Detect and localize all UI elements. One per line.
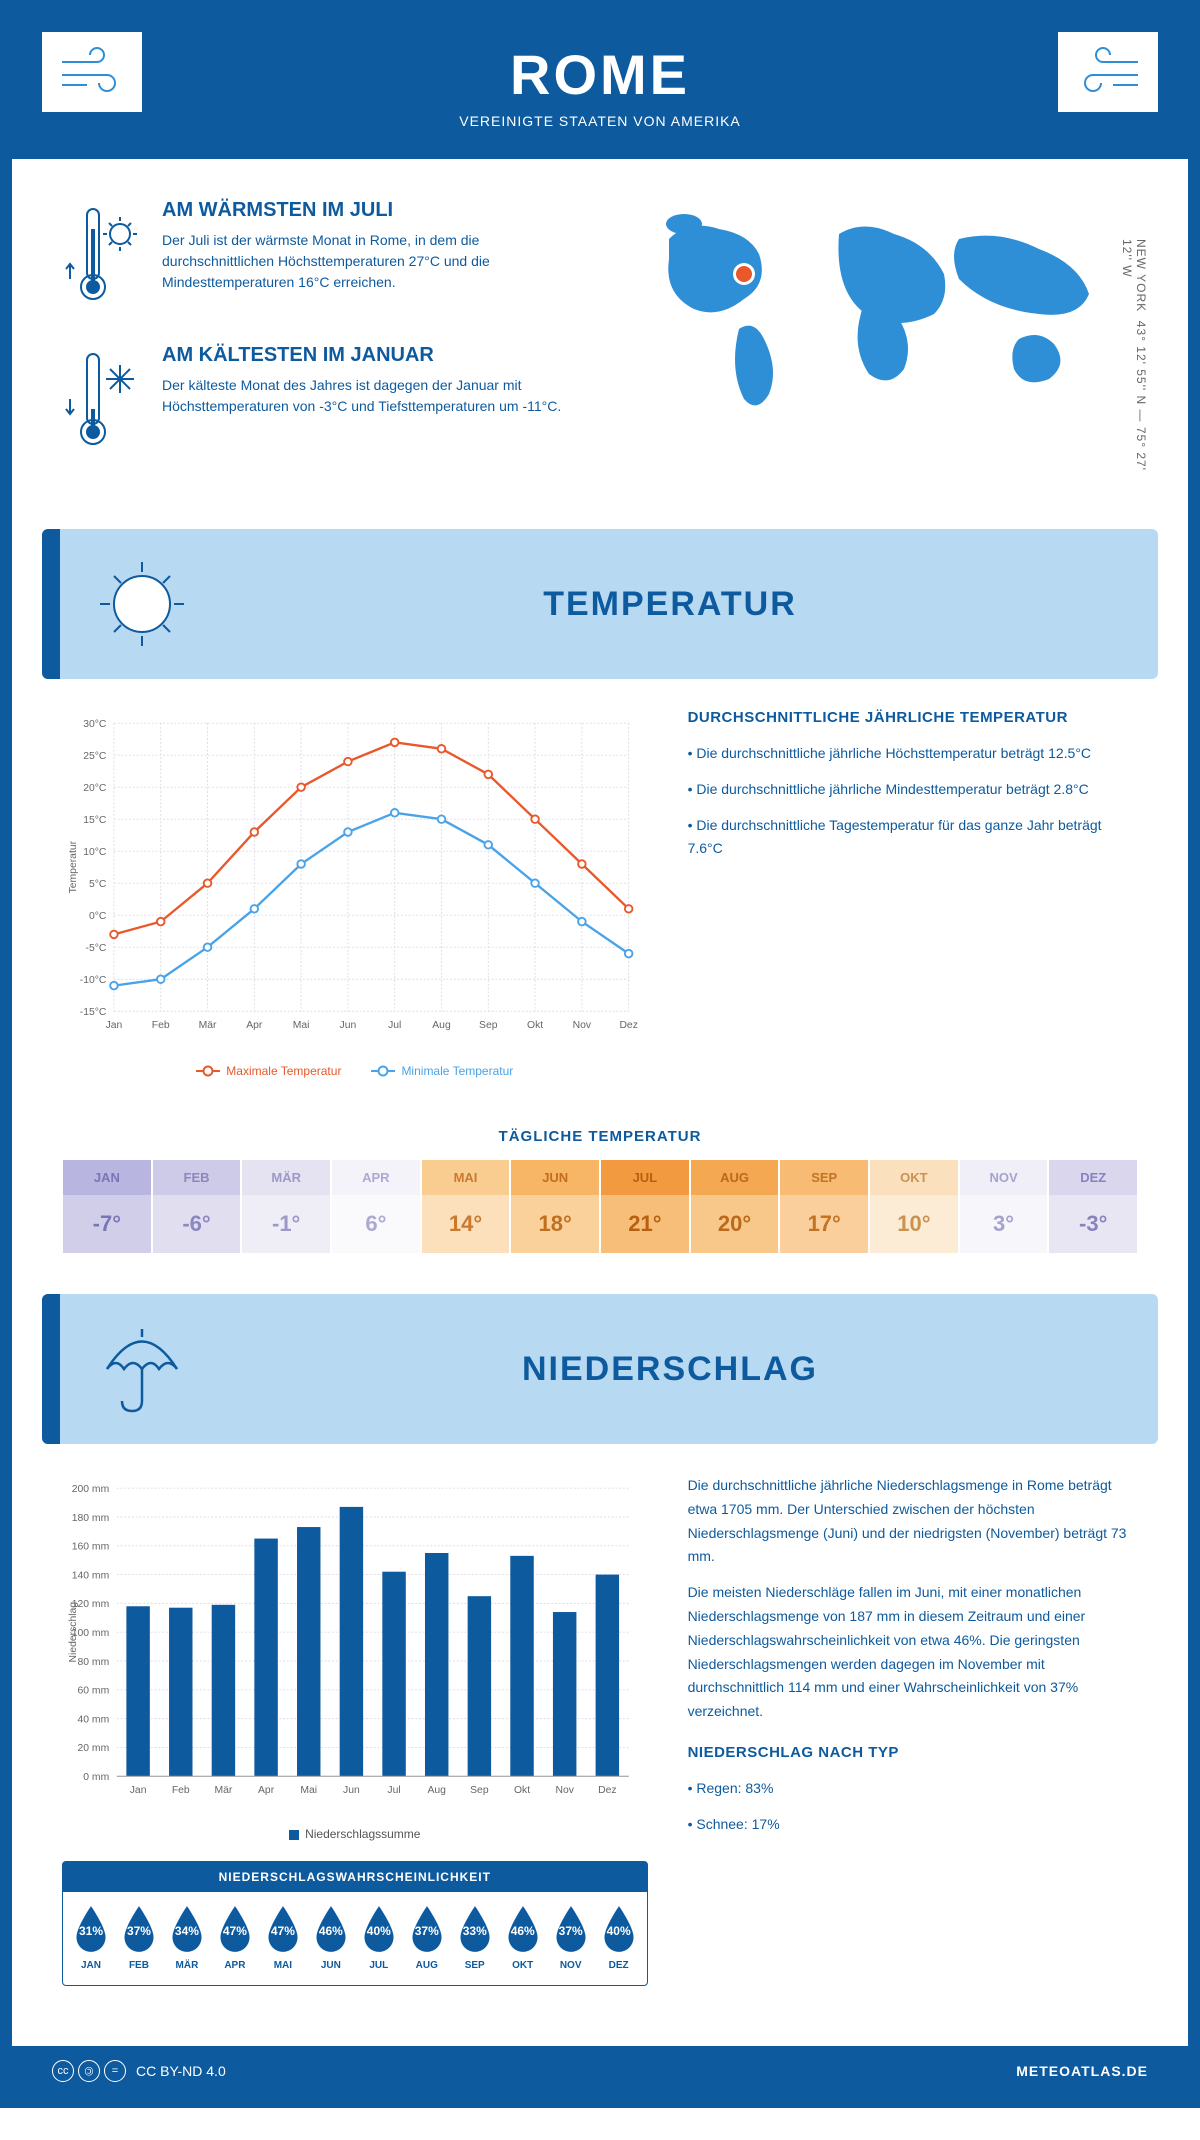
header: ROME VEREINIGTE STAATEN VON AMERIKA <box>12 12 1188 159</box>
svg-text:160 mm: 160 mm <box>72 1542 109 1553</box>
svg-text:Nov: Nov <box>573 1020 592 1031</box>
city-title: ROME <box>459 42 741 107</box>
svg-text:Mär: Mär <box>214 1785 232 1796</box>
license-label: CC BY-ND 4.0 <box>136 2063 226 2079</box>
svg-text:Aug: Aug <box>427 1785 446 1796</box>
svg-text:Sep: Sep <box>470 1785 489 1796</box>
svg-text:Apr: Apr <box>258 1785 275 1796</box>
precipitation-bar-chart: 0 mm20 mm40 mm60 mm80 mm100 mm120 mm140 … <box>62 1474 648 1814</box>
thermometer-cold-icon <box>62 344 142 459</box>
svg-text:Mai: Mai <box>293 1020 310 1031</box>
svg-text:Dez: Dez <box>598 1785 616 1796</box>
temp-sidebar-title: DURCHSCHNITTLICHE JÄHRLICHE TEMPERATUR <box>688 709 1138 726</box>
daily-temp-title: TÄGLICHE TEMPERATUR <box>12 1128 1188 1145</box>
svg-text:5°C: 5°C <box>89 879 107 890</box>
world-map <box>620 199 1138 419</box>
warmest-block: AM WÄRMSTEN IM JULI Der Juli ist der wär… <box>62 199 580 314</box>
svg-text:0 mm: 0 mm <box>83 1772 109 1783</box>
prob-title: NIEDERSCHLAGSWAHRSCHEINLICHKEIT <box>63 1862 647 1892</box>
precip-chart-legend: Niederschlagssumme <box>62 1827 648 1841</box>
coldest-block: AM KÄLTESTEN IM JANUAR Der kälteste Mona… <box>62 344 580 459</box>
svg-text:Temperatur: Temperatur <box>68 840 79 893</box>
svg-text:Niederschlag: Niederschlag <box>68 1602 79 1663</box>
infographic-page: ROME VEREINIGTE STAATEN VON AMERIKA AM W… <box>0 0 1200 2108</box>
svg-text:Mai: Mai <box>300 1785 317 1796</box>
svg-text:200 mm: 200 mm <box>72 1484 109 1495</box>
footer: cc🄯= CC BY-ND 4.0 METEOATLAS.DE <box>12 2046 1188 2096</box>
svg-text:30°C: 30°C <box>83 719 107 730</box>
svg-text:Mär: Mär <box>199 1020 217 1031</box>
sun-icon <box>92 554 192 654</box>
svg-text:Jun: Jun <box>343 1785 360 1796</box>
coldest-title: AM KÄLTESTEN IM JANUAR <box>162 344 580 367</box>
precip-bytype-title: NIEDERSCHLAG NACH TYP <box>688 1744 1138 1761</box>
cc-icons: cc🄯= <box>52 2060 126 2082</box>
svg-text:10°C: 10°C <box>83 847 107 858</box>
svg-text:Jul: Jul <box>387 1785 400 1796</box>
summary-section: AM WÄRMSTEN IM JULI Der Juli ist der wär… <box>12 159 1188 529</box>
precipitation-heading: NIEDERSCHLAG <box>212 1350 1128 1389</box>
svg-text:Feb: Feb <box>172 1785 190 1796</box>
svg-text:180 mm: 180 mm <box>72 1513 109 1524</box>
svg-text:15°C: 15°C <box>83 815 107 826</box>
svg-text:Apr: Apr <box>246 1020 263 1031</box>
brand-label: METEOATLAS.DE <box>1016 2063 1148 2079</box>
temperature-banner: TEMPERATUR <box>42 529 1158 679</box>
svg-text:20°C: 20°C <box>83 783 107 794</box>
svg-text:Jan: Jan <box>130 1785 147 1796</box>
svg-text:Jul: Jul <box>388 1020 401 1031</box>
precipitation-probability-box: NIEDERSCHLAGSWAHRSCHEINLICHKEIT 31%JAN37… <box>62 1861 648 1986</box>
precip-bytype-list: • Regen: 83%• Schnee: 17% <box>688 1777 1138 1837</box>
warmest-title: AM WÄRMSTEN IM JULI <box>162 199 580 222</box>
precipitation-banner: NIEDERSCHLAG <box>42 1294 1158 1444</box>
warmest-text: Der Juli ist der wärmste Monat in Rome, … <box>162 230 580 293</box>
coldest-text: Der kälteste Monat des Jahres ist dagege… <box>162 375 580 417</box>
wind-icon-right <box>1058 32 1158 112</box>
svg-text:-5°C: -5°C <box>86 943 107 954</box>
svg-text:Okt: Okt <box>514 1785 530 1796</box>
precip-text-2: Die meisten Niederschläge fallen im Juni… <box>688 1581 1138 1724</box>
temperature-heading: TEMPERATUR <box>212 585 1128 624</box>
thermometer-warm-icon <box>62 199 142 314</box>
umbrella-icon <box>92 1319 192 1419</box>
svg-text:Dez: Dez <box>619 1020 637 1031</box>
svg-text:Nov: Nov <box>555 1785 574 1796</box>
svg-text:Sep: Sep <box>479 1020 498 1031</box>
svg-text:-10°C: -10°C <box>80 975 107 986</box>
svg-text:40 mm: 40 mm <box>78 1714 110 1725</box>
country-subtitle: VEREINIGTE STAATEN VON AMERIKA <box>459 113 741 129</box>
svg-text:20 mm: 20 mm <box>78 1743 110 1754</box>
svg-text:Jan: Jan <box>106 1020 123 1031</box>
temp-bullets: • Die durchschnittliche jährliche Höchst… <box>688 742 1138 861</box>
svg-text:Feb: Feb <box>152 1020 170 1031</box>
temp-chart-legend: Maximale Temperatur Minimale Temperatur <box>62 1064 648 1078</box>
svg-text:Aug: Aug <box>432 1020 451 1031</box>
svg-text:140 mm: 140 mm <box>72 1570 109 1581</box>
svg-text:25°C: 25°C <box>83 751 107 762</box>
wind-icon-left <box>42 32 142 112</box>
svg-text:Jun: Jun <box>340 1020 357 1031</box>
coordinates-label: NEW YORK 43° 12' 55'' N — 75° 27' 12'' W <box>1120 239 1148 489</box>
temperature-line-chart: -15°C -10°C -5°C 0°C 5°C 10°C 15°C 20°C 25°C 30°C… <box>62 709 648 1049</box>
svg-text:0°C: 0°C <box>89 911 107 922</box>
svg-text:Okt: Okt <box>527 1020 543 1031</box>
svg-text:80 mm: 80 mm <box>78 1657 110 1668</box>
svg-text:60 mm: 60 mm <box>78 1686 110 1697</box>
svg-text:-15°C: -15°C <box>80 1007 107 1018</box>
precip-text-1: Die durchschnittliche jährliche Niedersc… <box>688 1474 1138 1569</box>
daily-temp-grid: JAN-7°FEB-6°MÄR-1°APR6°MAI14°JUN18°JUL21… <box>62 1159 1138 1254</box>
